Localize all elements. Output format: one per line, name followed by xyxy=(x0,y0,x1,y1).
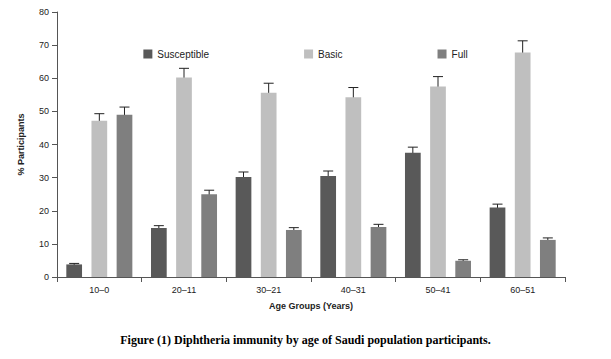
svg-text:20–11: 20–11 xyxy=(172,285,196,295)
svg-text:40: 40 xyxy=(39,140,49,150)
svg-text:30–21: 30–21 xyxy=(256,285,281,295)
svg-text:Figure (1) Diphtheria immunity: Figure (1) Diphtheria immunity by age of… xyxy=(120,333,491,347)
svg-text:40–31: 40–31 xyxy=(341,285,366,295)
svg-text:% Participants: % Participants xyxy=(16,113,26,175)
svg-text:50: 50 xyxy=(39,106,49,116)
svg-text:80: 80 xyxy=(39,7,49,17)
svg-text:70: 70 xyxy=(39,40,49,50)
svg-text:60–51: 60–51 xyxy=(510,285,535,295)
svg-text:Age Groups (Years): Age Groups (Years) xyxy=(269,301,353,311)
svg-text:Full: Full xyxy=(452,49,468,60)
svg-text:0: 0 xyxy=(44,272,49,282)
svg-text:Susceptible: Susceptible xyxy=(157,49,209,60)
svg-text:Basic: Basic xyxy=(318,49,342,60)
svg-text:30: 30 xyxy=(39,173,49,183)
svg-text:20: 20 xyxy=(39,206,49,216)
svg-text:50–41: 50–41 xyxy=(425,285,450,295)
svg-text:10: 10 xyxy=(39,239,49,249)
svg-text:60: 60 xyxy=(39,73,49,83)
svg-text:10–0: 10–0 xyxy=(89,285,109,295)
